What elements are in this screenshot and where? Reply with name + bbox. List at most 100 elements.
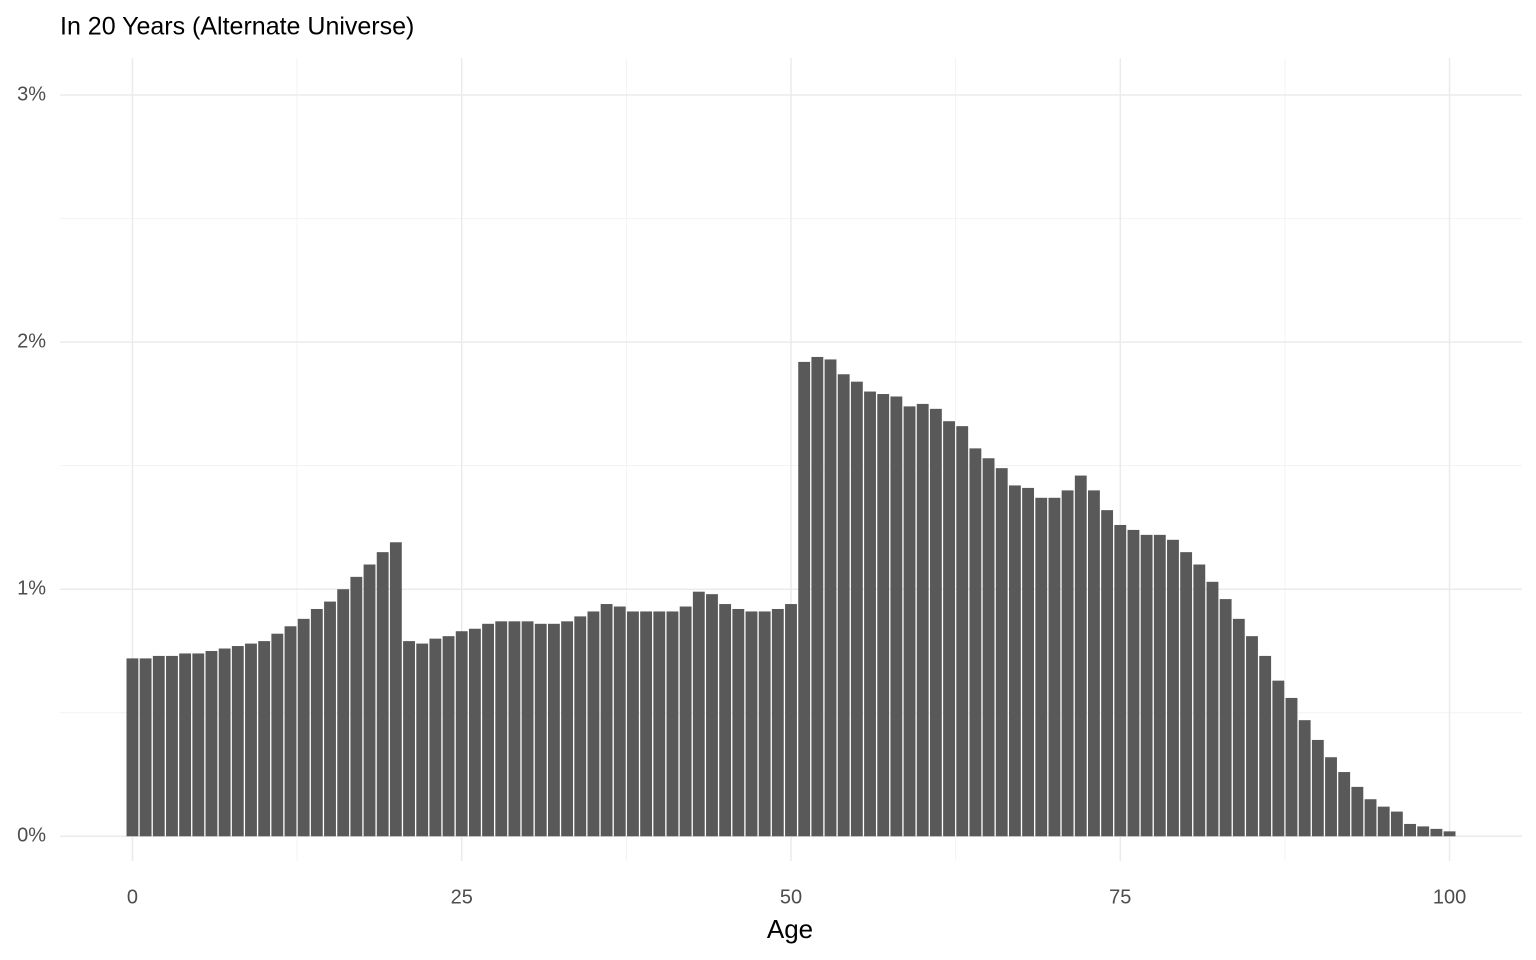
bar [811, 356, 824, 837]
bar [468, 628, 481, 837]
bar [1167, 539, 1179, 837]
bar [1390, 811, 1403, 837]
bar [640, 611, 653, 837]
bar [758, 611, 771, 837]
bar [1285, 697, 1298, 837]
bar [324, 601, 336, 837]
bar [1074, 475, 1087, 837]
bar [943, 421, 955, 837]
bar [679, 606, 692, 837]
x-axis-label: Age [767, 914, 813, 944]
bar [890, 396, 903, 837]
bar [337, 589, 350, 837]
bar [1153, 534, 1166, 837]
x-tick-label: 50 [780, 886, 802, 908]
bar [798, 361, 811, 837]
bar [1325, 757, 1337, 837]
x-tick-label: 25 [451, 886, 473, 908]
bar [508, 621, 521, 837]
bar [1140, 534, 1153, 837]
bar [864, 391, 876, 837]
bar [1114, 524, 1127, 837]
bar [245, 643, 257, 837]
bar [785, 604, 797, 837]
bar [1180, 552, 1193, 837]
bar [600, 604, 613, 837]
bar [916, 403, 929, 837]
bar [284, 626, 297, 837]
bar [1417, 826, 1430, 837]
bar [166, 655, 178, 837]
bar [271, 633, 284, 837]
bar [561, 621, 574, 837]
bar [1404, 823, 1416, 837]
bar [1298, 720, 1311, 837]
bar [139, 658, 152, 837]
bar [1101, 510, 1114, 837]
bar [574, 616, 587, 837]
bar [482, 623, 494, 837]
bar [442, 636, 455, 837]
bar [363, 564, 376, 837]
bar [1377, 806, 1390, 837]
x-tick-label: 0 [127, 886, 138, 908]
bar [1259, 655, 1272, 837]
bar [706, 594, 718, 837]
bar [152, 655, 165, 837]
bar [231, 646, 244, 837]
bar [719, 604, 732, 837]
bar [534, 623, 547, 837]
bar [627, 611, 639, 837]
bar [1430, 828, 1443, 837]
bar [416, 643, 429, 837]
bar [837, 374, 850, 837]
chart-title: In 20 Years (Alternate Universe) [60, 13, 414, 41]
bar [547, 623, 560, 837]
bar [1061, 490, 1074, 837]
y-tick-label: 2% [17, 330, 46, 352]
bar [1364, 799, 1377, 837]
bar [297, 618, 310, 837]
bar [1088, 490, 1100, 837]
bar [1008, 485, 1021, 837]
bar [745, 611, 758, 837]
bar [653, 611, 666, 837]
bar [310, 608, 323, 837]
bar [877, 394, 890, 837]
bar [192, 653, 205, 837]
bar [1338, 772, 1351, 837]
bar [956, 426, 969, 837]
bar [521, 621, 534, 837]
bar [850, 381, 863, 837]
bar [218, 648, 231, 837]
bar [1272, 680, 1285, 837]
bar [1022, 487, 1035, 837]
bar [429, 638, 442, 837]
bar [455, 631, 468, 837]
bar [258, 641, 271, 837]
bar [771, 608, 784, 837]
bar [1127, 529, 1140, 837]
bar [1193, 564, 1206, 837]
bar [1048, 497, 1061, 837]
bar [1443, 831, 1456, 837]
bar [732, 608, 745, 837]
x-tick-label: 75 [1109, 886, 1131, 908]
bar [1246, 636, 1258, 837]
bar [982, 458, 995, 837]
bar [969, 448, 982, 837]
bar [376, 552, 389, 837]
bar [929, 408, 942, 837]
bar [350, 576, 363, 837]
y-tick-label: 1% [17, 577, 46, 599]
bar [587, 611, 600, 837]
bar [824, 359, 837, 837]
y-tick-label: 3% [17, 83, 46, 105]
bar [179, 653, 192, 837]
bar [613, 606, 626, 837]
bar [903, 406, 916, 837]
bar [1311, 739, 1324, 837]
bar [1219, 599, 1232, 837]
